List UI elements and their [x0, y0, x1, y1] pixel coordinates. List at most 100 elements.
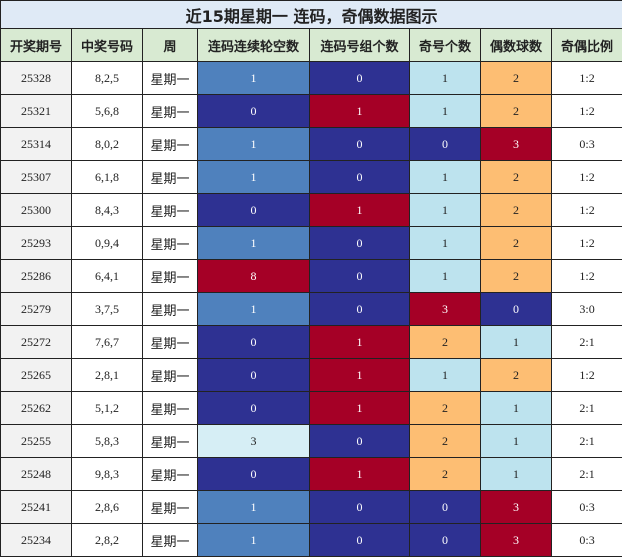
- column-header: 开奖期号: [0, 28, 72, 62]
- table-cell: 0: [409, 127, 481, 161]
- table-cell: 星期一: [142, 523, 198, 557]
- table-cell: 2: [480, 358, 552, 392]
- table-cell: 1: [197, 292, 310, 326]
- table-cell: 25265: [0, 358, 72, 392]
- table-cell: 2:1: [550, 391, 622, 425]
- column-header: 偶数球数: [480, 28, 552, 62]
- table-cell: 8,2,5: [71, 61, 143, 95]
- table-cell: 1:2: [550, 160, 622, 194]
- table-cell: 1: [480, 457, 552, 491]
- table-cell: 0: [197, 325, 310, 359]
- table-row: 25286 6,4,1 星期一 8 0 1 2 1:2: [0, 259, 622, 293]
- column-header: 奇偶比例: [550, 28, 622, 62]
- table-cell: 1:2: [550, 358, 622, 392]
- table-cell: 0: [309, 523, 410, 557]
- table-cell: 2: [409, 325, 481, 359]
- table-cell: 0: [309, 490, 410, 524]
- table-row: 25307 6,1,8 星期一 1 0 1 2 1:2: [0, 160, 622, 194]
- table-cell: 2:1: [550, 457, 622, 491]
- table-cell: 3: [197, 424, 310, 458]
- table-cell: 25272: [0, 325, 72, 359]
- table-cell: 星期一: [142, 160, 198, 194]
- table-cell: 6,1,8: [71, 160, 143, 194]
- column-header: 中奖号码: [71, 28, 143, 62]
- table-cell: 0: [197, 193, 310, 227]
- table-cell: 1: [309, 358, 410, 392]
- table-cell: 0: [197, 94, 310, 128]
- table-cell: 0: [309, 226, 410, 260]
- table-cell: 0:3: [550, 127, 622, 161]
- table-cell: 星期一: [142, 61, 198, 95]
- table-cell: 1: [480, 325, 552, 359]
- table-cell: 8,0,2: [71, 127, 143, 161]
- table-cell: 5,1,2: [71, 391, 143, 425]
- table-row: 25300 8,4,3 星期一 0 1 1 2 1:2: [0, 193, 622, 227]
- table-row: 25255 5,8,3 星期一 3 0 2 1 2:1: [0, 424, 622, 458]
- table-cell: 25321: [0, 94, 72, 128]
- table-cell: 1: [309, 391, 410, 425]
- table-cell: 2: [480, 61, 552, 95]
- table-cell: 1: [309, 193, 410, 227]
- table-cell: 3: [409, 292, 481, 326]
- table-cell: 2: [480, 259, 552, 293]
- table-cell: 0: [197, 457, 310, 491]
- column-header: 连码连续轮空数: [197, 28, 310, 62]
- column-header: 连码号组个数: [309, 28, 410, 62]
- table-cell: 1: [197, 490, 310, 524]
- table-cell: 2:1: [550, 424, 622, 458]
- table-cell: 1: [480, 391, 552, 425]
- table-cell: 25300: [0, 193, 72, 227]
- table-cell: 星期一: [142, 325, 198, 359]
- table-cell: 0: [409, 490, 481, 524]
- table-cell: 3:0: [550, 292, 622, 326]
- table-cell: 0:3: [550, 523, 622, 557]
- table-cell: 25314: [0, 127, 72, 161]
- table-cell: 25279: [0, 292, 72, 326]
- table-cell: 0: [309, 160, 410, 194]
- column-header: 奇号个数: [409, 28, 481, 62]
- table-row: 25328 8,2,5 星期一 1 0 1 2 1:2: [0, 61, 622, 95]
- table-cell: 25248: [0, 457, 72, 491]
- table-cell: 6,4,1: [71, 259, 143, 293]
- table-cell: 2: [409, 424, 481, 458]
- table-row: 25314 8,0,2 星期一 1 0 0 3 0:3: [0, 127, 622, 161]
- table-cell: 1: [309, 325, 410, 359]
- table-cell: 1: [409, 160, 481, 194]
- table-cell: 2: [480, 160, 552, 194]
- table-cell: 1: [409, 358, 481, 392]
- table-cell: 1: [197, 226, 310, 260]
- table-cell: 1: [409, 259, 481, 293]
- column-header: 周: [142, 28, 198, 62]
- table-cell: 1:2: [550, 94, 622, 128]
- table-cell: 0: [309, 424, 410, 458]
- table-cell: 0: [409, 523, 481, 557]
- header-row: 开奖期号 中奖号码周连码连续轮空数 连码号组个数 奇号个数 偶数球数 奇偶比例: [0, 28, 622, 62]
- table-cell: 星期一: [142, 193, 198, 227]
- table-cell: 星期一: [142, 127, 198, 161]
- table-cell: 25234: [0, 523, 72, 557]
- table-cell: 2: [480, 193, 552, 227]
- table-cell: 2:1: [550, 325, 622, 359]
- table-cell: 星期一: [142, 391, 198, 425]
- table-cell: 0:3: [550, 490, 622, 524]
- table-row: 25279 3,7,5 星期一 1 0 3 0 3:0: [0, 292, 622, 326]
- table-cell: 2,8,2: [71, 523, 143, 557]
- table-row: 25248 9,8,3 星期一 0 1 2 1 2:1: [0, 457, 622, 491]
- table-cell: 1: [197, 160, 310, 194]
- table-cell: 1:2: [550, 193, 622, 227]
- table-cell: 0: [480, 292, 552, 326]
- table-cell: 星期一: [142, 292, 198, 326]
- table-cell: 1: [197, 61, 310, 95]
- table-cell: 1:2: [550, 259, 622, 293]
- table-cell: 0: [197, 391, 310, 425]
- table-cell: 星期一: [142, 490, 198, 524]
- table-cell: 星期一: [142, 457, 198, 491]
- table-cell: 25255: [0, 424, 72, 458]
- table-cell: 1:2: [550, 226, 622, 260]
- table-cell: 星期一: [142, 94, 198, 128]
- table-cell: 5,8,3: [71, 424, 143, 458]
- table-cell: 25293: [0, 226, 72, 260]
- table-cell: 1: [480, 424, 552, 458]
